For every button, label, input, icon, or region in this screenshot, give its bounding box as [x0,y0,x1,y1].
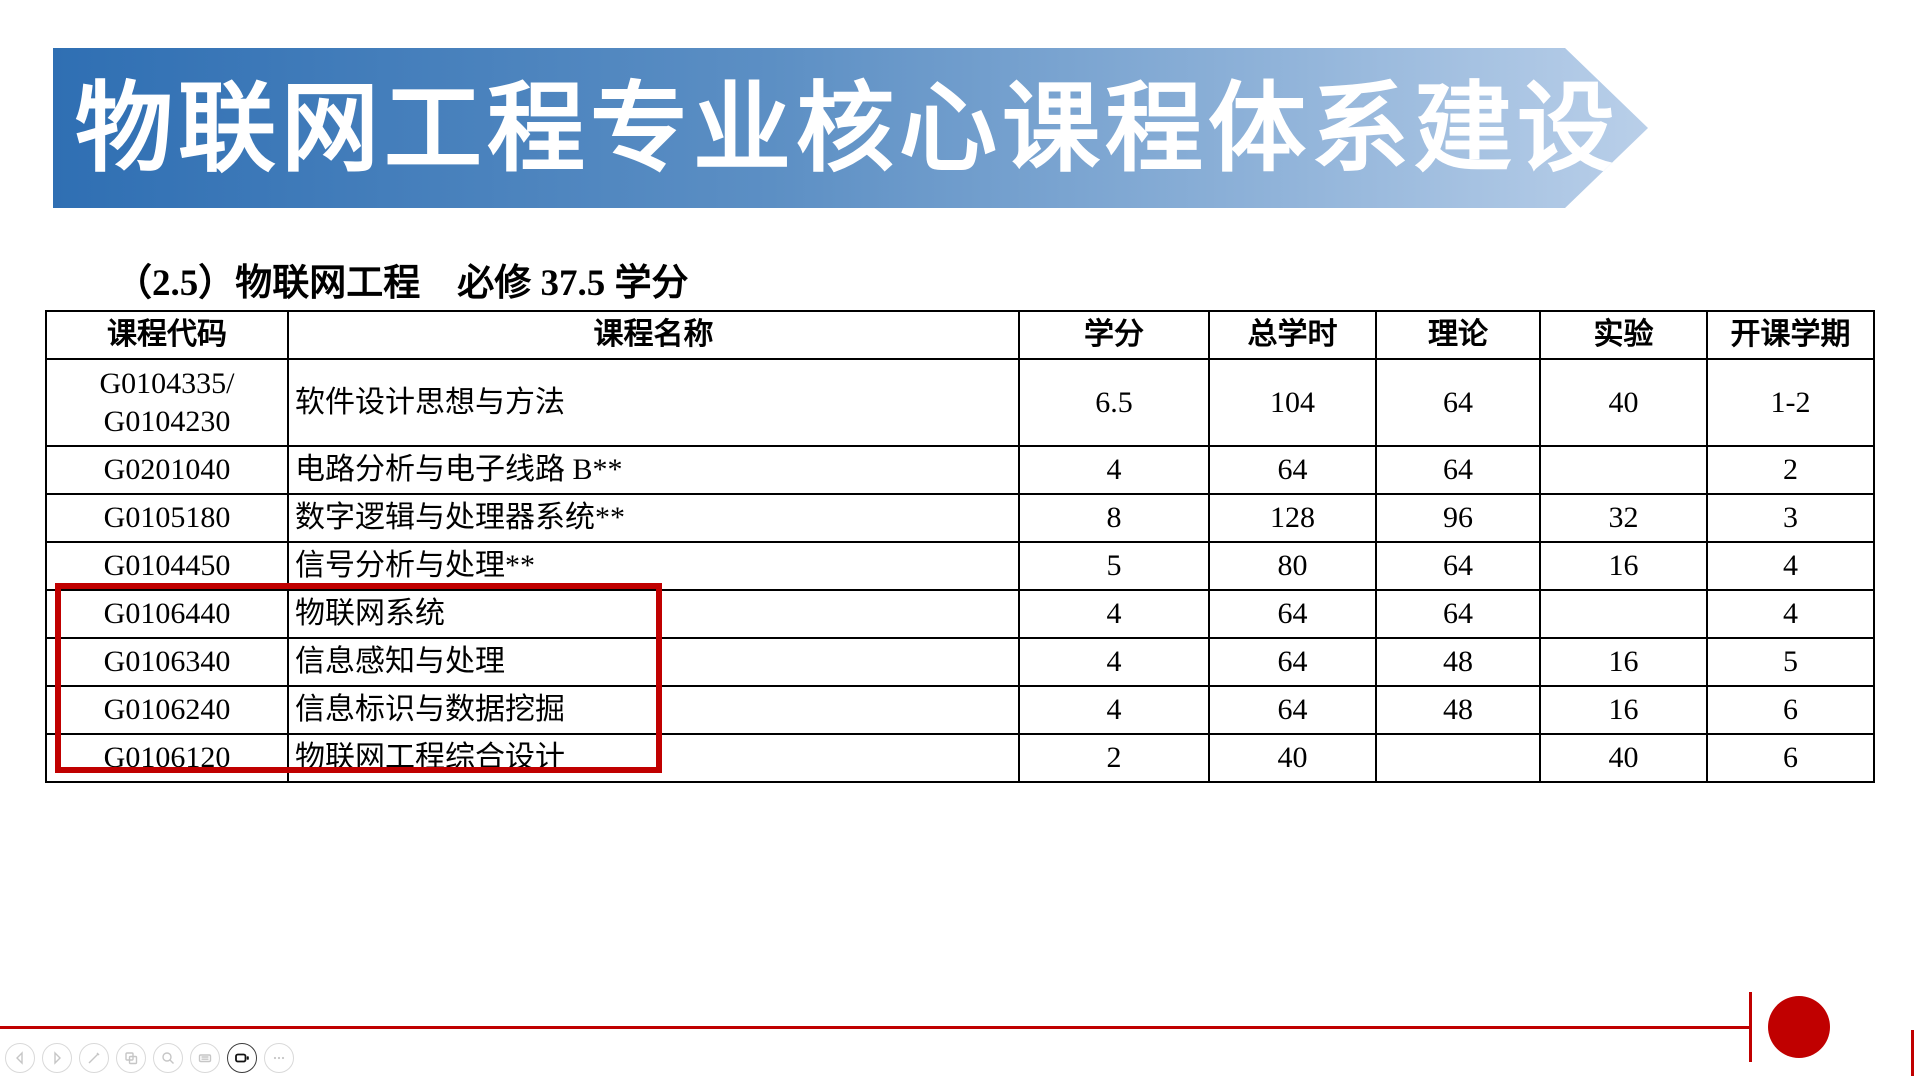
col-header-lab: 实验 [1539,310,1708,360]
table-row-highlighted: G0106240 信息标识与数据挖掘 4 64 48 16 6 [45,685,1875,735]
course-hours: 104 [1208,358,1377,447]
more-options-button[interactable] [264,1043,294,1073]
table-header-row: 课程代码 课程名称 学分 总学时 理论 实验 开课学期 [45,310,1875,360]
course-name: 信息标识与数据挖掘 [287,685,1020,735]
red-edge-mark [1911,1030,1914,1076]
col-header-code: 课程代码 [45,310,289,360]
course-lab: 16 [1539,685,1708,735]
course-code: G0104335/ G0104230 [45,358,289,447]
course-theory: 48 [1375,685,1541,735]
course-name: 物联网工程综合设计 [287,733,1020,783]
table-row-highlighted: G0106440 物联网系统 4 64 64 4 [45,589,1875,639]
next-slide-button[interactable] [42,1043,72,1073]
col-header-hours: 总学时 [1208,310,1377,360]
pen-button[interactable] [79,1043,109,1073]
course-lab [1539,589,1708,639]
red-laser-dot [1768,996,1830,1058]
presenter-toolbar [5,1043,294,1073]
course-theory: 64 [1375,589,1541,639]
table-row: G0104335/ G0104230 软件设计思想与方法 6.5 104 64 … [45,358,1875,447]
course-term: 6 [1706,685,1875,735]
table-row: G0104450 信号分析与处理** 5 80 64 16 4 [45,541,1875,591]
previous-slide-button[interactable] [5,1043,35,1073]
course-lab: 16 [1539,541,1708,591]
course-theory: 64 [1375,358,1541,447]
course-credits: 8 [1018,493,1210,543]
title-banner: 物联网工程专业核心课程体系建设 [53,48,1648,208]
course-code: G0106340 [45,637,289,687]
keyboard-button[interactable] [190,1043,220,1073]
course-lab [1539,445,1708,495]
keyboard-icon [198,1054,212,1063]
course-code: G0105180 [45,493,289,543]
course-theory: 64 [1375,541,1541,591]
course-hours: 64 [1208,637,1377,687]
course-credits: 6.5 [1018,358,1210,447]
slide-title: 物联网工程专业核心课程体系建设 [75,73,1621,183]
course-term: 5 [1706,637,1875,687]
magnifier-icon [162,1052,174,1064]
course-term: 1-2 [1706,358,1875,447]
next-arrow-icon [54,1051,61,1065]
course-theory: 48 [1375,637,1541,687]
course-lab: 32 [1539,493,1708,543]
slide-navigator-button[interactable] [116,1043,146,1073]
table-row-highlighted: G0106340 信息感知与处理 4 64 48 16 5 [45,637,1875,687]
course-term: 4 [1706,541,1875,591]
camera-icon [235,1053,249,1063]
pen-icon [88,1052,100,1064]
slide-navigator-icon [125,1052,138,1065]
course-code: G0106240 [45,685,289,735]
course-name: 软件设计思想与方法 [287,358,1020,447]
previous-arrow-icon [16,1051,23,1065]
course-hours: 64 [1208,589,1377,639]
course-theory: 64 [1375,445,1541,495]
course-theory [1375,733,1541,783]
red-highlight-box [55,583,662,773]
course-credits: 4 [1018,637,1210,687]
course-name: 信号分析与处理** [287,541,1020,591]
course-name: 物联网系统 [287,589,1020,639]
course-hours: 40 [1208,733,1377,783]
course-name: 电路分析与电子线路 B** [287,445,1020,495]
table-row: G0105180 数字逻辑与处理器系统** 8 128 96 32 3 [45,493,1875,543]
course-hours: 64 [1208,445,1377,495]
table-row: G0201040 电路分析与电子线路 B** 4 64 64 2 [45,445,1875,495]
course-term: 2 [1706,445,1875,495]
course-term: 4 [1706,589,1875,639]
course-code: G0104450 [45,541,289,591]
red-underline-rule [0,1026,1751,1029]
col-header-theory: 理论 [1375,310,1541,360]
course-lab: 40 [1539,358,1708,447]
course-code: G0201040 [45,445,289,495]
course-code: G0106440 [45,589,289,639]
course-hours: 80 [1208,541,1377,591]
ellipsis-icon [273,1056,285,1060]
course-name: 数字逻辑与处理器系统** [287,493,1020,543]
section-subtitle: （2.5）物联网工程 必修 37.5 学分 [115,263,689,304]
camera-button[interactable] [227,1043,257,1073]
course-theory: 96 [1375,493,1541,543]
red-tick-mark [1749,992,1752,1062]
col-header-name: 课程名称 [287,310,1020,360]
course-credits: 4 [1018,685,1210,735]
course-hours: 64 [1208,685,1377,735]
course-name: 信息感知与处理 [287,637,1020,687]
course-credits: 4 [1018,445,1210,495]
course-credits: 2 [1018,733,1210,783]
col-header-credits: 学分 [1018,310,1210,360]
course-term: 6 [1706,733,1875,783]
course-term: 3 [1706,493,1875,543]
course-lab: 16 [1539,637,1708,687]
course-lab: 40 [1539,733,1708,783]
course-hours: 128 [1208,493,1377,543]
course-table: 课程代码 课程名称 学分 总学时 理论 实验 开课学期 G0104335/ G0… [45,310,1875,783]
col-header-term: 开课学期 [1706,310,1875,360]
course-credits: 5 [1018,541,1210,591]
course-credits: 4 [1018,589,1210,639]
magnifier-button[interactable] [153,1043,183,1073]
